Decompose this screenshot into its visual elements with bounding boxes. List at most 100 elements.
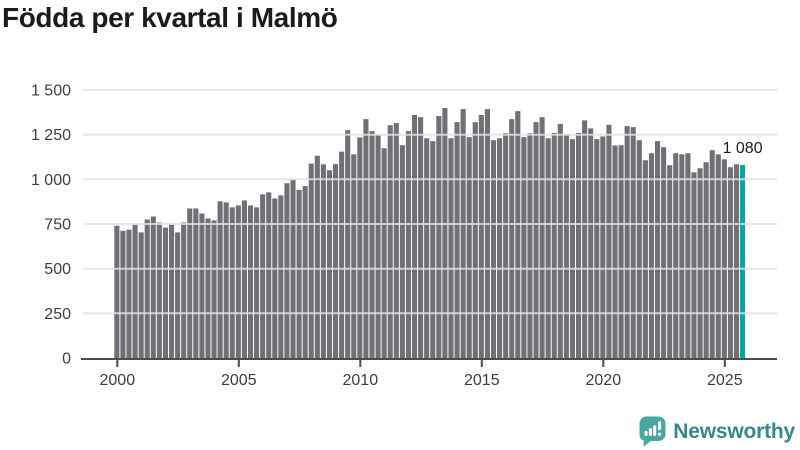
bar-2017-q2[interactable] xyxy=(533,122,539,358)
bar-2003-q3[interactable] xyxy=(199,213,205,358)
bar-2018-q1[interactable] xyxy=(551,132,557,358)
bar-2022-q1[interactable] xyxy=(648,153,654,358)
bar-2018-q4[interactable] xyxy=(569,139,576,358)
bar-2015-q4[interactable] xyxy=(497,138,503,358)
bar-2018-q3[interactable] xyxy=(563,134,569,358)
bar-2000-q2[interactable] xyxy=(120,230,126,358)
bar-2012-q1[interactable] xyxy=(405,131,411,358)
bar-2016-q4[interactable] xyxy=(521,137,527,358)
bar-2014-q4[interactable] xyxy=(472,122,478,358)
bar-2022-q2[interactable] xyxy=(654,141,661,358)
bar-2006-q1[interactable] xyxy=(260,194,266,358)
bar-2017-q3[interactable] xyxy=(539,117,545,358)
bar-2010-q4[interactable] xyxy=(375,135,381,358)
bar-2020-q4[interactable] xyxy=(618,145,624,358)
bar-2021-q1[interactable] xyxy=(624,126,630,358)
bar-2011-q3[interactable] xyxy=(393,123,399,358)
bar-2022-q3[interactable] xyxy=(661,147,667,358)
bar-2002-q1[interactable] xyxy=(162,227,168,358)
bar-2011-q4[interactable] xyxy=(399,145,405,358)
bar-2012-q4[interactable] xyxy=(424,138,430,358)
bar-2014-q2[interactable] xyxy=(460,109,466,359)
bar-2008-q3[interactable] xyxy=(320,164,326,358)
bar-2015-q3[interactable] xyxy=(490,140,497,358)
bar-2003-q4[interactable] xyxy=(205,218,211,358)
bar-2005-q4[interactable] xyxy=(254,207,260,358)
bar-2025-q1[interactable] xyxy=(721,159,727,358)
bar-2024-q1[interactable] xyxy=(697,168,703,358)
bar-2005-q3[interactable] xyxy=(247,205,254,358)
bar-2014-q1[interactable] xyxy=(454,122,460,358)
bar-2019-q4[interactable] xyxy=(594,139,600,358)
bar-2020-q2[interactable] xyxy=(606,124,612,358)
bar-2001-q1[interactable] xyxy=(138,232,144,358)
bar-2022-q4[interactable] xyxy=(667,165,673,358)
bar-2020-q3[interactable] xyxy=(612,145,618,358)
bar-2023-q1[interactable] xyxy=(673,153,679,358)
bar-2018-q2[interactable] xyxy=(557,123,563,358)
bar-2006-q3[interactable] xyxy=(272,198,278,358)
bar-2017-q1[interactable] xyxy=(527,133,533,358)
bar-2013-q4[interactable] xyxy=(448,138,454,358)
bar-2000-q3[interactable] xyxy=(126,229,132,358)
bar-2011-q1[interactable] xyxy=(381,148,387,358)
bar-2021-q2[interactable] xyxy=(630,127,636,358)
bar-2001-q3[interactable] xyxy=(150,216,156,359)
bar-2021-q4[interactable] xyxy=(642,160,648,358)
bar-2004-q3[interactable] xyxy=(223,202,229,358)
bar-2013-q1[interactable] xyxy=(430,141,436,358)
bar-2019-q1[interactable] xyxy=(576,132,582,358)
bar-2016-q2[interactable] xyxy=(509,119,515,359)
bar-2012-q2[interactable] xyxy=(411,115,418,358)
bar-2024-q4[interactable] xyxy=(715,154,721,358)
bar-2015-q2[interactable] xyxy=(484,109,490,359)
bar-2002-q2[interactable] xyxy=(168,223,175,358)
bar-2008-q4[interactable] xyxy=(326,170,333,358)
newsworthy-branding-link[interactable]: Newsworthy xyxy=(639,416,795,447)
bar-2009-q4[interactable] xyxy=(351,154,357,358)
bar-2003-q2[interactable] xyxy=(193,208,199,358)
bar-2017-q4[interactable] xyxy=(545,138,551,358)
bar-2006-q4[interactable] xyxy=(278,195,284,358)
bar-2009-q2[interactable] xyxy=(339,151,345,358)
bar-2023-q2[interactable] xyxy=(679,154,685,358)
bar-2014-q3[interactable] xyxy=(466,137,472,358)
bar-2010-q3[interactable] xyxy=(369,131,375,358)
bar-2020-q1[interactable] xyxy=(600,136,606,358)
bar-2025-q3[interactable] xyxy=(733,164,740,358)
bar-2019-q3[interactable] xyxy=(588,128,594,358)
bar-2005-q1[interactable] xyxy=(235,205,241,358)
highlighted-bar-2025-q4[interactable] xyxy=(740,165,746,358)
bar-2002-q3[interactable] xyxy=(175,232,181,358)
bar-2007-q1[interactable] xyxy=(284,183,290,358)
bar-2023-q4[interactable] xyxy=(691,172,697,358)
bar-2021-q3[interactable] xyxy=(636,140,642,358)
bar-2004-q4[interactable] xyxy=(229,207,235,358)
bar-2008-q1[interactable] xyxy=(308,163,314,358)
bar-2013-q3[interactable] xyxy=(442,108,448,358)
bar-2001-q4[interactable] xyxy=(156,222,162,358)
bar-2024-q2[interactable] xyxy=(703,162,709,358)
bar-2024-q3[interactable] xyxy=(709,150,715,358)
bar-2004-q2[interactable] xyxy=(217,201,223,358)
bar-2023-q3[interactable] xyxy=(685,153,691,358)
bar-2008-q2[interactable] xyxy=(314,155,320,358)
bar-2019-q2[interactable] xyxy=(582,120,588,359)
bar-2016-q3[interactable] xyxy=(515,111,521,358)
bar-2007-q3[interactable] xyxy=(296,189,302,358)
bar-2012-q3[interactable] xyxy=(418,117,424,358)
bar-2010-q2[interactable] xyxy=(363,119,369,359)
bar-2015-q1[interactable] xyxy=(478,115,484,358)
bar-2007-q4[interactable] xyxy=(302,186,308,358)
bar-2000-q4[interactable] xyxy=(132,224,138,358)
bar-2005-q2[interactable] xyxy=(241,200,247,358)
bar-2003-q1[interactable] xyxy=(187,208,193,358)
bar-2000-q1[interactable] xyxy=(114,225,120,358)
bar-2006-q2[interactable] xyxy=(266,192,272,358)
bar-2013-q2[interactable] xyxy=(436,116,442,358)
bar-2016-q1[interactable] xyxy=(503,133,509,358)
bar-2001-q2[interactable] xyxy=(144,219,150,358)
bar-2010-q1[interactable] xyxy=(357,137,363,358)
bar-2009-q3[interactable] xyxy=(345,130,351,358)
bar-2009-q1[interactable] xyxy=(333,164,339,358)
